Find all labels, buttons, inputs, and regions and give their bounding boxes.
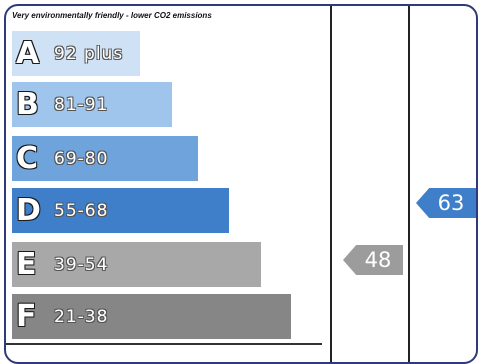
rating-band-e: E 39-54	[12, 242, 261, 287]
band-range: 55-68	[54, 200, 109, 221]
chart-caption: Very environmentally friendly - lower CO…	[12, 11, 212, 20]
rating-band-a: A 92 plus	[12, 31, 140, 76]
potential-rating-value: 63	[437, 191, 465, 215]
band-range: 69-80	[54, 148, 109, 169]
rating-chart-frame: Very environmentally friendly - lower CO…	[4, 4, 478, 364]
band-letter: B	[16, 87, 39, 122]
band-letter: F	[16, 299, 37, 334]
rating-band-f: F 21-38	[12, 294, 291, 339]
current-rating-arrow: 48	[343, 245, 403, 275]
potential-rating-arrow: 63	[416, 188, 476, 218]
rating-band-d: D 55-68	[12, 188, 229, 233]
band-letter: C	[16, 141, 39, 176]
bottom-rule	[6, 343, 322, 345]
band-letter: A	[16, 36, 40, 71]
column-divider-potential	[408, 6, 410, 362]
band-letter: D	[16, 193, 41, 228]
band-range: 92 plus	[54, 43, 124, 64]
rating-band-b: B 81-91	[12, 82, 172, 127]
band-range: 39-54	[54, 254, 109, 275]
band-letter: E	[16, 247, 37, 282]
column-divider-current	[330, 6, 332, 362]
band-range: 81-91	[54, 94, 109, 115]
band-range: 21-38	[54, 306, 109, 327]
current-rating-value: 48	[364, 248, 392, 272]
rating-band-c: C 69-80	[12, 136, 198, 181]
